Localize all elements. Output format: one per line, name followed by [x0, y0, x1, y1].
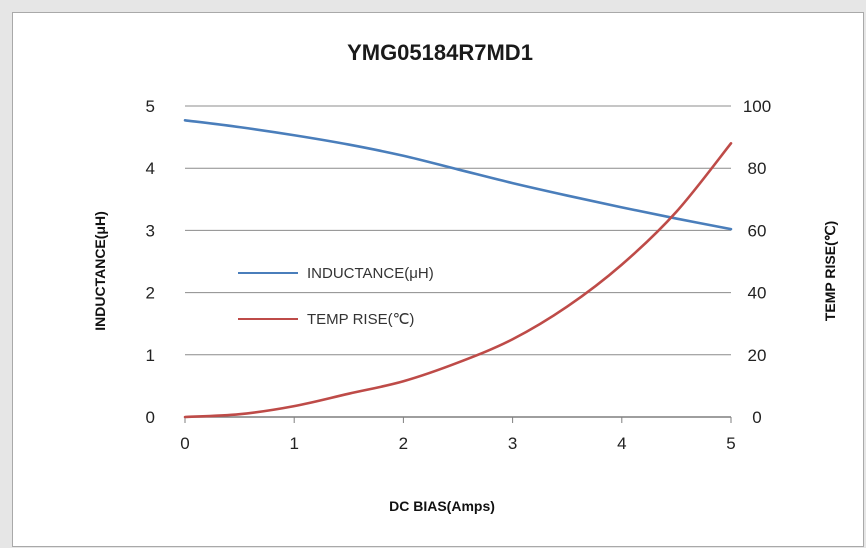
- chart-frame: YMG05184R7MD1 0 1 2 3 4 5 0 1 2 3 4 5 0 20 40 60 80 100…: [12, 12, 864, 547]
- x-tick-label: 4: [617, 434, 626, 453]
- y2-tick-label: 0: [752, 408, 761, 427]
- y2-tick-label: 40: [748, 284, 767, 303]
- legend-label-inductance: INDUCTANCE(μH): [307, 265, 434, 282]
- x-tick-label: 2: [399, 434, 408, 453]
- y2-tick-label: 100: [743, 97, 771, 116]
- y2-axis-title: TEMP RISE(℃): [822, 221, 838, 321]
- chart-title: YMG05184R7MD1: [347, 40, 533, 65]
- x-tick-label: 1: [289, 434, 298, 453]
- y-tick-label: 3: [146, 221, 155, 240]
- series-lines: [183, 119, 733, 419]
- y-tick-labels: 0 1 2 3 4 5: [146, 97, 155, 427]
- chart-svg: YMG05184R7MD1 0 1 2 3 4 5 0 1 2 3 4 5 0 20 40 60 80 100…: [92, 40, 838, 514]
- y-tick-label: 1: [146, 346, 155, 365]
- x-tick-label: 5: [726, 434, 735, 453]
- y-tick-label: 2: [146, 284, 155, 303]
- series-line-temp-rise: [183, 142, 733, 419]
- series-line-inductance: [183, 119, 733, 231]
- y2-tick-label: 60: [748, 221, 767, 240]
- y-tick-label: 5: [146, 97, 155, 116]
- legend-label-temp-rise: TEMP RISE(℃): [307, 311, 414, 328]
- y2-tick-labels: 0 20 40 60 80 100: [743, 97, 771, 427]
- x-tick-labels: 0 1 2 3 4 5: [180, 417, 736, 453]
- x-axis-title: DC BIAS(Amps): [389, 498, 495, 514]
- y2-tick-label: 80: [748, 159, 767, 178]
- y2-tick-label: 20: [748, 346, 767, 365]
- grid-lines: [185, 105, 731, 356]
- y-tick-label: 4: [146, 159, 155, 178]
- x-tick-label: 0: [180, 434, 189, 453]
- x-tick-label: 3: [508, 434, 517, 453]
- y-axis-title: INDUCTANCE(μH): [92, 211, 108, 331]
- legend: INDUCTANCE(μH) TEMP RISE(℃): [238, 265, 434, 328]
- y-tick-label: 0: [146, 408, 155, 427]
